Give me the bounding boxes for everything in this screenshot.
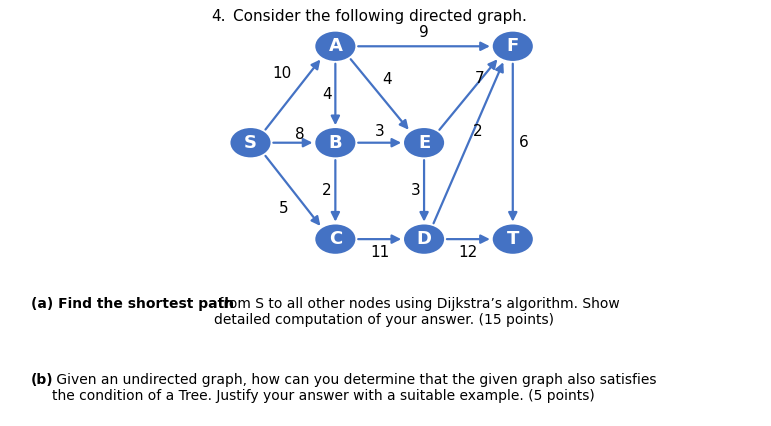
Text: F: F: [507, 37, 519, 55]
Text: 3: 3: [411, 184, 420, 199]
Ellipse shape: [315, 128, 355, 157]
Text: A: A: [328, 37, 342, 55]
Ellipse shape: [493, 32, 533, 61]
Text: 2: 2: [473, 124, 483, 139]
Text: B: B: [328, 134, 342, 152]
Text: 11: 11: [370, 245, 389, 260]
Ellipse shape: [315, 32, 355, 61]
Ellipse shape: [231, 128, 271, 157]
Text: 6: 6: [519, 135, 528, 150]
Text: 4: 4: [322, 87, 332, 102]
Ellipse shape: [404, 225, 444, 254]
Text: D: D: [416, 230, 432, 248]
Text: S: S: [244, 134, 257, 152]
Text: C: C: [328, 230, 342, 248]
Text: 5: 5: [278, 201, 288, 216]
Ellipse shape: [315, 225, 355, 254]
Text: 4: 4: [382, 72, 392, 87]
Text: (b): (b): [31, 373, 53, 386]
Text: 2: 2: [322, 184, 332, 199]
Text: (a) Find the shortest path: (a) Find the shortest path: [31, 296, 234, 311]
Text: 12: 12: [459, 245, 478, 260]
Ellipse shape: [404, 128, 444, 157]
Text: Given an undirected graph, how can you determine that the given graph also satis: Given an undirected graph, how can you d…: [52, 373, 656, 403]
Text: E: E: [418, 134, 430, 152]
Text: 7: 7: [475, 71, 485, 86]
Text: 3: 3: [375, 124, 385, 139]
Text: T: T: [507, 230, 519, 248]
Text: 4.: 4.: [211, 9, 226, 23]
Ellipse shape: [493, 225, 533, 254]
Text: 9: 9: [419, 25, 429, 40]
Text: Consider the following directed graph.: Consider the following directed graph.: [233, 9, 527, 23]
Text: 10: 10: [272, 66, 291, 81]
Text: from S to all other nodes using Dijkstra’s algorithm. Show
detailed computation : from S to all other nodes using Dijkstra…: [214, 296, 620, 327]
Text: 8: 8: [295, 127, 305, 142]
